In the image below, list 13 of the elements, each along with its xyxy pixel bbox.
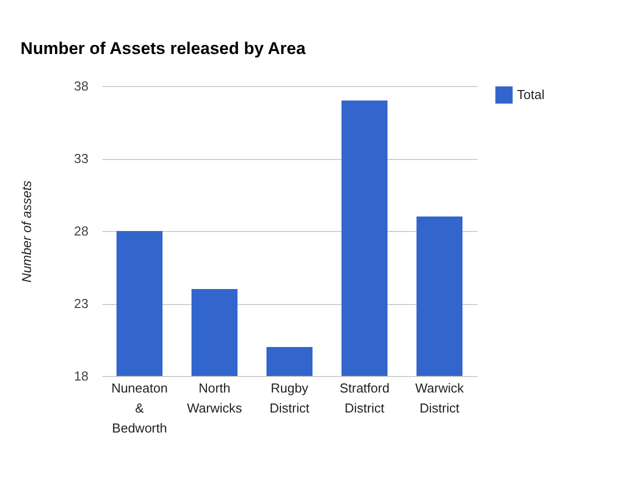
x-tick-label: Rugby District xyxy=(270,380,310,416)
y-tick-label: 18 xyxy=(74,368,88,384)
x-tick-label: Stratford District xyxy=(340,380,390,416)
y-tick-label: 28 xyxy=(74,224,88,238)
x-tick-label: Nuneaton & Bedworth xyxy=(111,380,168,436)
x-tick-label: North Warwicks xyxy=(186,380,243,416)
y-axis-title: Number of assets xyxy=(19,180,34,282)
y-tick-label: 38 xyxy=(74,78,88,94)
chart-title: Number of Assets released by Area xyxy=(20,39,306,58)
y-tick-label: 33 xyxy=(74,151,88,166)
y-tick-label: 23 xyxy=(74,296,88,311)
legend-label: Total xyxy=(517,87,545,102)
x-tick-label: Warwick District xyxy=(415,380,464,416)
